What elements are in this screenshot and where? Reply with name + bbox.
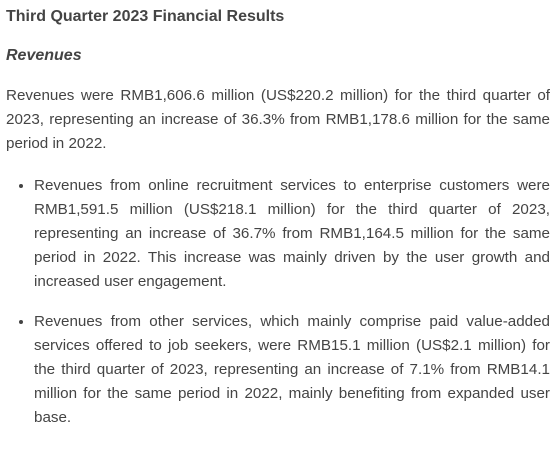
list-item-other-services: Revenues from other services, which main…	[34, 310, 550, 431]
revenue-summary-paragraph: Revenues were RMB1,606.6 million (US$220…	[6, 87, 550, 153]
subsection-title: Revenues	[6, 47, 82, 64]
section-title: Third Quarter 2023 Financial Results	[6, 8, 285, 25]
list-item-online-recruitment: Revenues from online recruitment service…	[34, 174, 550, 295]
revenue-breakdown-list: Revenues from online recruitment service…	[6, 174, 550, 431]
